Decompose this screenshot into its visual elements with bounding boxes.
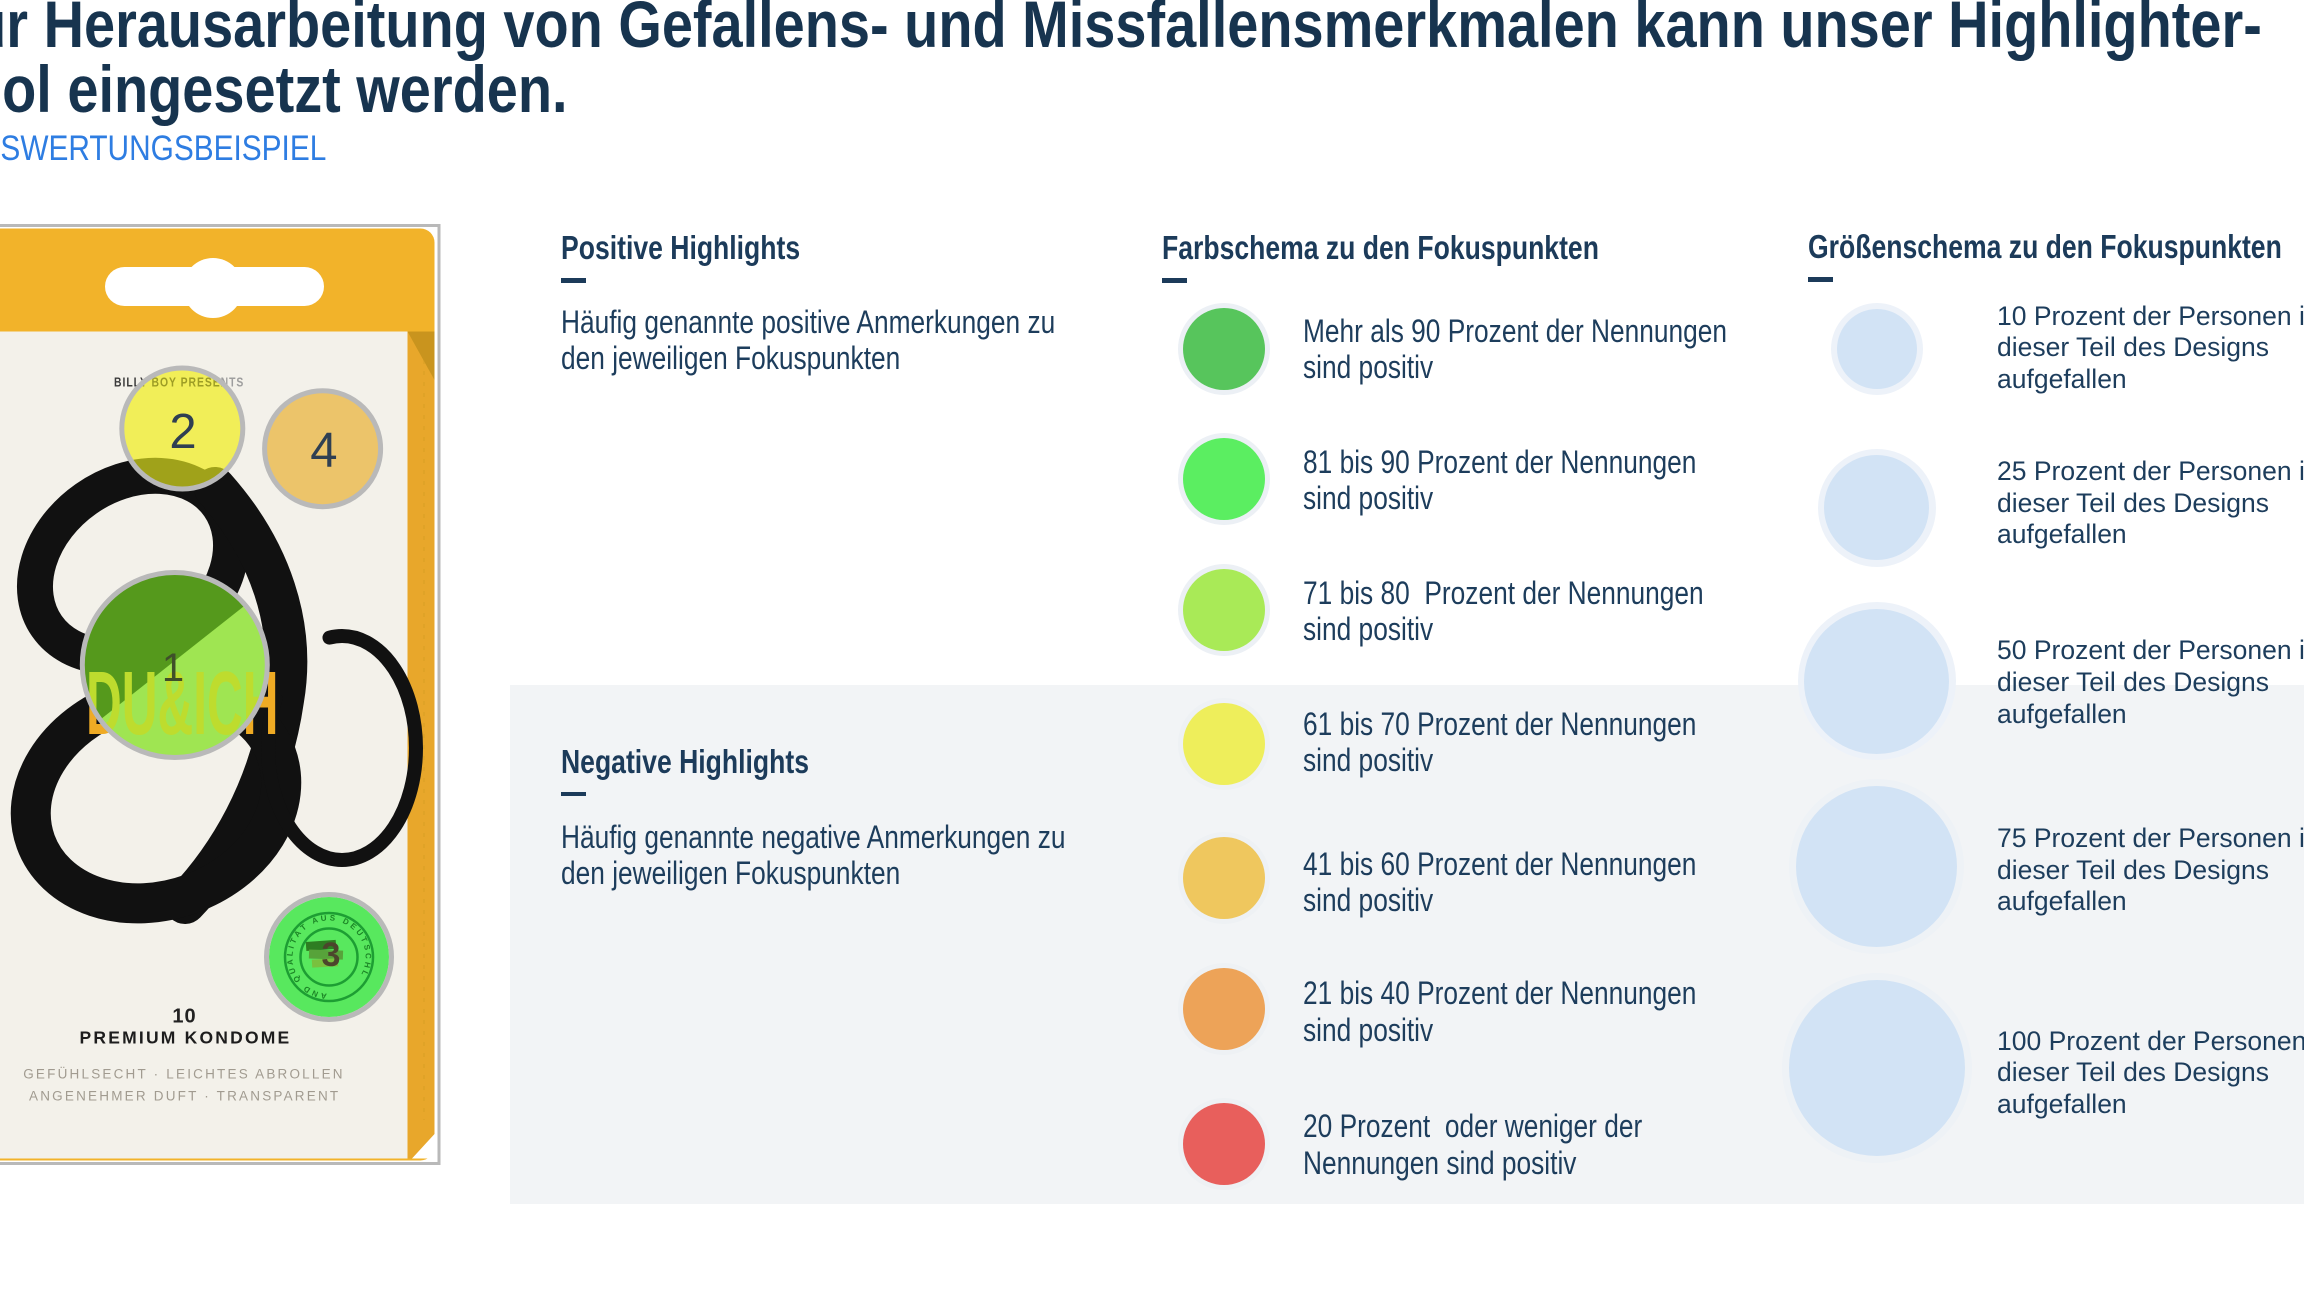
svg-text:2: 2 xyxy=(169,405,196,459)
svg-text:BILLY BOY PRESENTS: BILLY BOY PRESENTS xyxy=(114,375,244,389)
svg-text:1: 1 xyxy=(162,646,184,690)
svg-text:ANGENEHMER DUFT · TRANSPARENT: ANGENEHMER DUFT · TRANSPARENT xyxy=(29,1089,340,1104)
svg-text:PREMIUM KONDOME: PREMIUM KONDOME xyxy=(80,1027,292,1047)
svg-text:10: 10 xyxy=(172,1005,196,1027)
svg-text:4: 4 xyxy=(310,424,337,478)
svg-text:3: 3 xyxy=(322,936,341,974)
svg-text:GEFÜHLSECHT · LEICHTES ABROLLE: GEFÜHLSECHT · LEICHTES ABROLLEN xyxy=(23,1066,345,1081)
